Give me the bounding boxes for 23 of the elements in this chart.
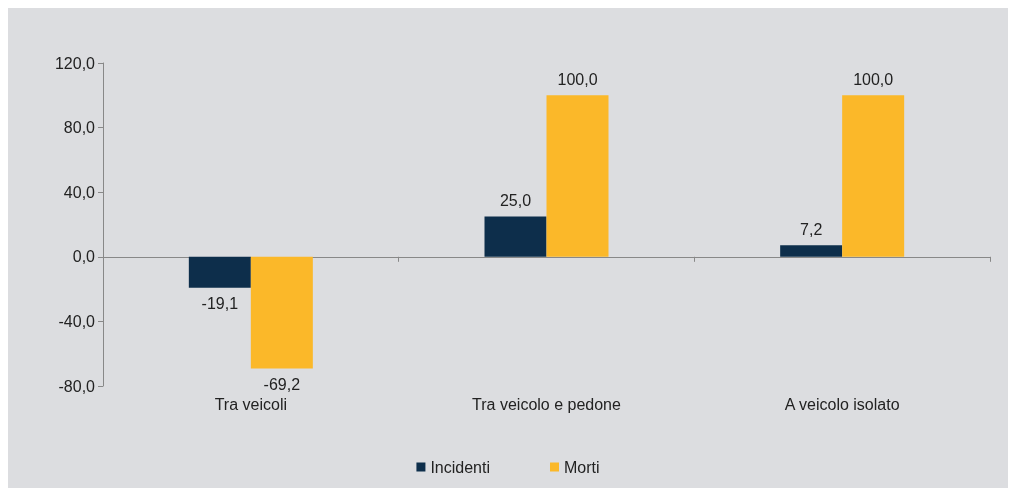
x-tick-label: Tra veicolo e pedone: [472, 395, 622, 413]
legend-label: Incidenti: [430, 458, 491, 476]
data-label: -69,2: [263, 376, 301, 394]
y-tick-label: 0,0: [72, 248, 96, 266]
data-label: 25,0: [499, 191, 532, 209]
y-tick-label: 80,0: [63, 119, 96, 137]
bar: [780, 245, 843, 257]
legend-label: Morti: [564, 458, 600, 476]
data-label: 100,0: [853, 70, 894, 88]
x-tick-label: Tra veicoli: [214, 395, 287, 413]
data-label: -19,1: [201, 295, 239, 313]
bar: [484, 216, 547, 257]
bar: [188, 256, 251, 288]
x-tick-label: A veicolo isolato: [784, 395, 900, 413]
bar: [250, 256, 313, 369]
data-label: 100,0: [557, 70, 598, 88]
y-tick-label: 120,0: [54, 54, 96, 72]
y-tick-label: -40,0: [58, 312, 96, 330]
y-tick-label: 40,0: [63, 183, 96, 201]
y-tick-label: -80,0: [58, 377, 96, 395]
bar: [546, 95, 609, 257]
data-label: 7,2: [800, 220, 823, 238]
bar: [842, 95, 905, 257]
